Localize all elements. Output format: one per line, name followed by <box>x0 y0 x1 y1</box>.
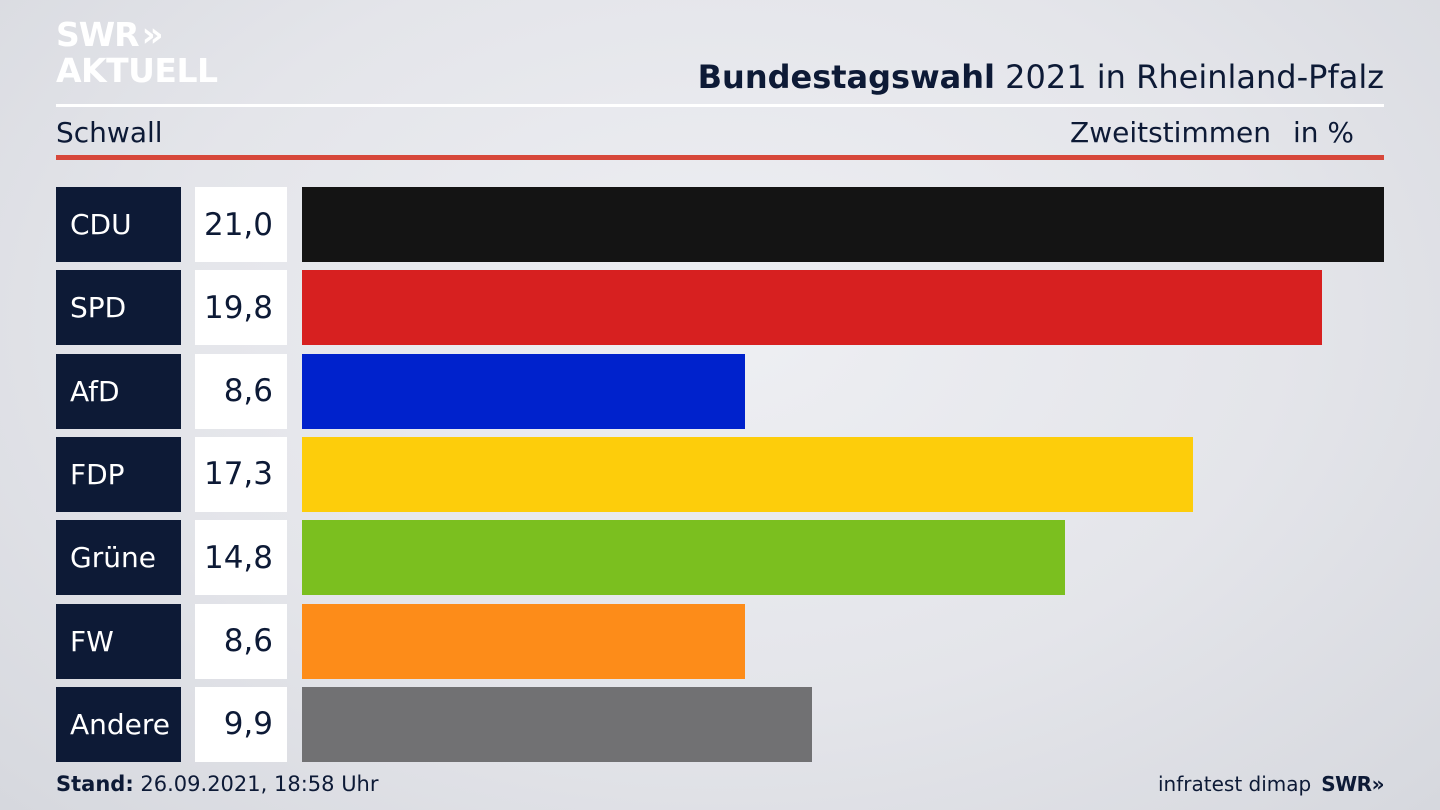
stand-value: 26.09.2021, 18:58 Uhr <box>140 772 379 796</box>
bar <box>302 270 1323 346</box>
party-label: FDP <box>56 436 181 512</box>
party-label: CDU <box>56 187 181 262</box>
value-label: 8,6 <box>195 603 287 679</box>
bar <box>302 603 746 679</box>
party-label: FW <box>56 603 181 679</box>
value-label: 19,8 <box>195 270 287 346</box>
accent-divider <box>56 155 1384 160</box>
value-label: 17,3 <box>195 436 287 512</box>
logo-aktuell-text: AKTUELL <box>56 51 218 90</box>
swr-logo: SWR» <box>1321 772 1384 796</box>
chart-title-bold: Bundestagswahl <box>697 58 995 96</box>
stand-label: Stand: <box>56 772 134 796</box>
party-label: SPD <box>56 270 181 346</box>
bar <box>302 353 746 429</box>
source-label: infratest dimap <box>1158 772 1312 796</box>
metric-label: Zweitstimmen in % <box>1070 116 1354 149</box>
party-label: Andere <box>56 686 181 762</box>
bar <box>302 520 1065 596</box>
location-label: Schwall <box>56 116 163 149</box>
swr-aktuell-logo: SWR» AKTUELL <box>56 18 236 90</box>
metric-name: Zweitstimmen <box>1070 116 1271 149</box>
party-label: AfD <box>56 353 181 429</box>
logo-chevron-icon: » <box>141 15 164 55</box>
unit-label: in % <box>1292 116 1354 149</box>
bar <box>302 436 1194 512</box>
value-label: 8,6 <box>195 353 287 429</box>
chart-title: Bundestagswahl 2021 in Rheinland-Pfalz <box>698 58 1384 96</box>
value-label: 14,8 <box>195 520 287 596</box>
swr-logo-text: SWR <box>1321 772 1372 796</box>
logo-swr-text: SWR <box>56 15 140 54</box>
timestamp: Stand: 26.09.2021, 18:58 Uhr <box>56 772 379 796</box>
bar <box>302 686 813 762</box>
source-credit: infratest dimap SWR» <box>1158 772 1385 796</box>
value-label: 21,0 <box>195 187 287 262</box>
header-divider <box>56 104 1384 107</box>
party-label: Grüne <box>56 520 181 596</box>
swr-chevron-icon: » <box>1371 772 1385 796</box>
value-label: 9,9 <box>195 686 287 762</box>
chart-title-rest: 2021 in Rheinland-Pfalz <box>1005 58 1384 96</box>
bar <box>302 187 1384 262</box>
